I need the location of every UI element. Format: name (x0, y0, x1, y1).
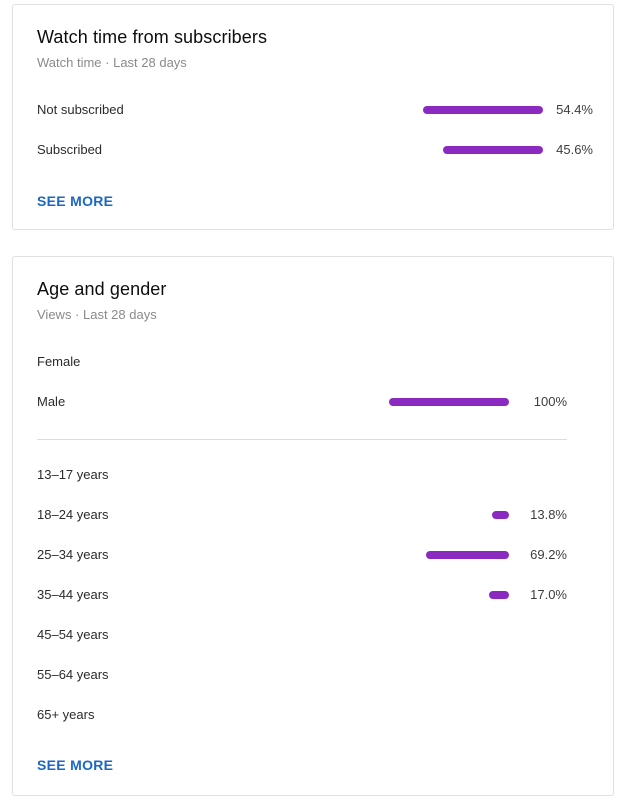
row-label: Not subscribed (37, 102, 124, 117)
row-value: 17.0% (530, 587, 567, 602)
see-more-subscribers-link[interactable]: SEE MORE (37, 193, 114, 209)
card-title: Watch time from subscribers (37, 27, 268, 47)
row-label: Male (37, 394, 66, 409)
age-row-13-17: 13–17 years (37, 465, 567, 485)
row-label: 35–44 years (37, 587, 109, 602)
watch-time-subscribers-card: Watch time from subscribers Watch time ·… (12, 4, 614, 230)
card-subtitle: Watch time · Last 28 days (37, 55, 187, 70)
age-row-25-34: 25–34 years 69.2% (37, 545, 567, 565)
row-label: Subscribed (37, 142, 103, 157)
age-row-35-44: 35–44 years 17.0% (37, 585, 567, 605)
row-value: 13.8% (530, 507, 567, 522)
row-bar (425, 551, 509, 559)
row-bar (442, 146, 543, 154)
see-more-age-gender-link[interactable]: SEE MORE (37, 757, 114, 773)
subscriber-row-not-subscribed: Not subscribed 54.4% (37, 100, 593, 120)
age-row-65-plus: 65+ years (37, 705, 567, 725)
row-value: 100% (533, 394, 567, 409)
age-row-45-54: 45–54 years (37, 625, 567, 645)
row-label: 65+ years (37, 707, 95, 722)
row-value: 69.2% (530, 547, 567, 562)
age-gender-card: Age and gender Views · Last 28 days Fema… (12, 256, 614, 796)
row-bar (389, 398, 509, 406)
card-subtitle: Views · Last 28 days (37, 307, 157, 322)
row-label: 55–64 years (37, 667, 109, 682)
row-label: 25–34 years (37, 547, 109, 562)
gender-row-male: Male 100% (37, 392, 567, 412)
subscriber-row-subscribed: Subscribed 45.6% (37, 140, 593, 160)
card-title: Age and gender (37, 279, 167, 299)
row-label: Female (37, 354, 81, 369)
age-row-18-24: 18–24 years 13.8% (37, 505, 567, 525)
row-bar (423, 106, 543, 114)
age-row-55-64: 55–64 years (37, 665, 567, 685)
row-label: 18–24 years (37, 507, 109, 522)
row-value: 45.6% (556, 142, 593, 157)
row-label: 13–17 years (37, 467, 109, 482)
row-value: 54.4% (556, 102, 593, 117)
section-divider (37, 439, 567, 440)
row-label: 45–54 years (37, 627, 109, 642)
row-bar (492, 511, 509, 519)
gender-row-female: Female (37, 352, 567, 372)
row-bar (488, 591, 509, 599)
